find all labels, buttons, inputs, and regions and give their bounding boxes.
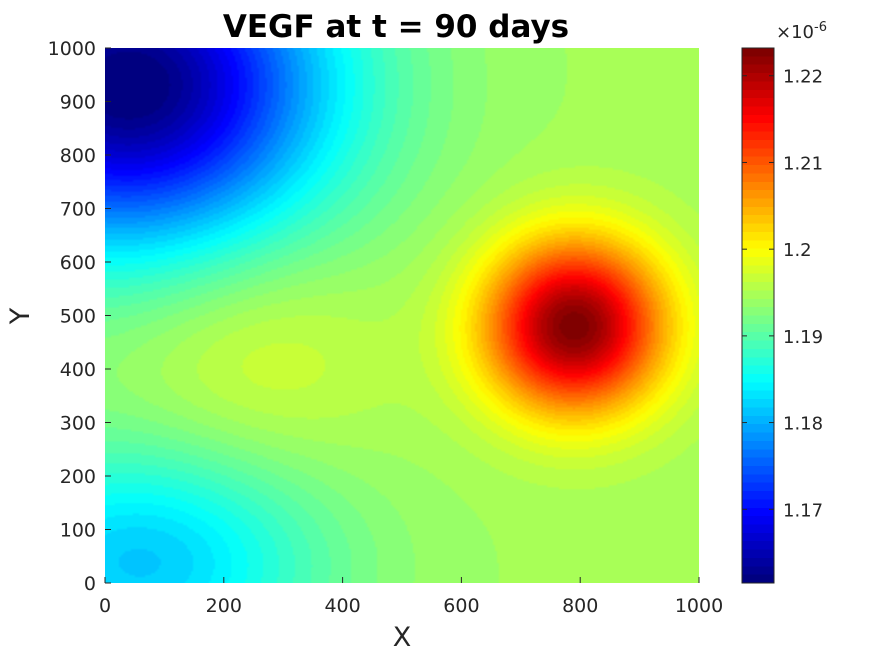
y-tick-label: 500 <box>60 306 96 328</box>
colorbar-ticks: 1.17 1.18 1.19 1.2 1.21 1.22 <box>742 67 823 521</box>
y-tick-label: 800 <box>60 145 96 167</box>
colorbar-exponent-base: ×10 <box>776 22 814 43</box>
colorbar-exponent-power: -6 <box>814 20 827 35</box>
colorbar-tick-label: 1.2 <box>783 240 812 261</box>
chart-title: VEGF at t = 90 days <box>223 9 569 45</box>
y-tick-label: 200 <box>60 466 96 488</box>
y-tick-label: 0 <box>84 573 96 595</box>
x-tick-label: 400 <box>324 595 360 617</box>
colorbar-tick-label: 1.19 <box>783 327 823 348</box>
plot-area <box>105 48 699 583</box>
colorbar-tick-label: 1.18 <box>783 414 823 435</box>
x-tick-label: 0 <box>99 595 111 617</box>
y-tick-label: 1000 <box>48 38 96 60</box>
colorbar-gradient <box>742 48 774 583</box>
colorbar-tick-label: 1.21 <box>783 153 823 174</box>
x-tick-label: 800 <box>562 595 598 617</box>
colorbar-tick-label: 1.22 <box>783 67 823 88</box>
y-tick-label: 100 <box>60 520 96 542</box>
colorbar-tick-label: 1.17 <box>783 500 823 521</box>
y-tick-label: 600 <box>60 252 96 274</box>
x-axis-label: X <box>393 622 412 653</box>
x-tick-label: 1000 <box>675 595 723 617</box>
y-axis-ticks: 0 100 200 300 400 500 600 700 800 900 1000 <box>48 38 111 595</box>
y-tick-label: 300 <box>60 413 96 435</box>
colorbar-frame <box>741 47 775 584</box>
y-tick-label: 900 <box>60 92 96 114</box>
y-tick-label: 700 <box>60 199 96 221</box>
y-axis-label: Y <box>5 307 36 325</box>
colorbar: 1.17 1.18 1.19 1.2 1.21 1.22 ×10-6 <box>741 20 827 584</box>
x-tick-label: 200 <box>206 595 242 617</box>
x-axis-ticks: 0 200 400 600 800 1000 <box>99 577 723 617</box>
y-tick-label: 400 <box>60 359 96 381</box>
heatmap-image <box>105 48 699 583</box>
colorbar-exponent: ×10-6 <box>776 20 827 43</box>
x-tick-label: 600 <box>443 595 479 617</box>
